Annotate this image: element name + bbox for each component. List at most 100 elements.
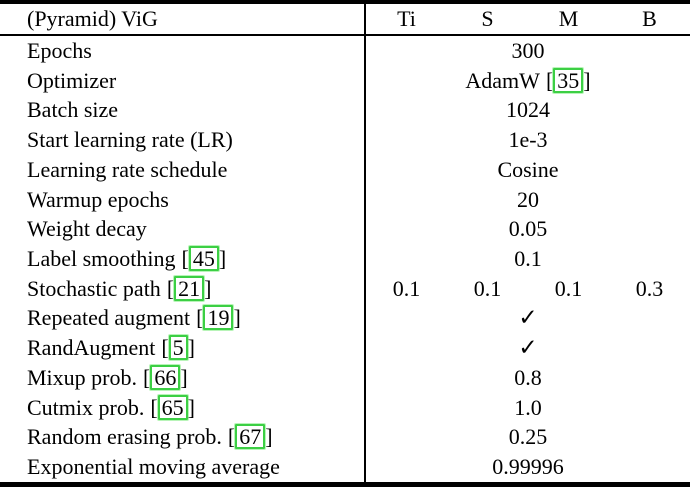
header-columns: Ti S M B [364, 4, 690, 34]
row-label: Optimizer[] [0, 66, 364, 96]
citation: [66] [143, 364, 188, 390]
top-rule [0, 0, 690, 4]
row-values: 300[] [364, 36, 690, 66]
row-label-text: Start learning rate (LR) [27, 127, 233, 153]
row-values: 1.0[] [364, 392, 690, 423]
bracket-close-icon: ] [218, 246, 227, 272]
column-header-ti: Ti [397, 6, 416, 31]
row-value-text: 1e-3 [508, 127, 548, 153]
citation: [67] [228, 424, 273, 450]
bracket-open-icon: [ [150, 394, 158, 420]
row-value-text: AdamW [465, 67, 540, 93]
row-label: Epochs[] [0, 36, 364, 66]
bracket-open-icon: [ [545, 67, 554, 93]
row-label-text: Learning rate schedule [27, 156, 228, 182]
citation-link[interactable]: 45 [188, 246, 219, 272]
row-label-text: Label smoothing [27, 246, 176, 272]
row-value: 300[] [366, 36, 690, 66]
row-values: 1e-3[] [364, 125, 690, 155]
bracket-close-icon: ] [583, 67, 591, 93]
row-value: [] [366, 274, 690, 304]
bracket-open-icon: [ [196, 305, 204, 331]
row-value-text: 300 [511, 38, 545, 63]
row-label: Stochastic path[21] [0, 274, 364, 304]
citation-link[interactable]: 67 [235, 424, 266, 450]
table-row: Repeated augment[19] ✓ [] [0, 303, 690, 334]
row-values: AdamW[35] [364, 65, 690, 96]
row-value-text: 1024 [506, 97, 550, 123]
citation: [65] [150, 394, 195, 420]
row-label-text: Random erasing prob. [27, 424, 222, 450]
row-label: RandAugment[5] [0, 333, 364, 363]
row-values: 0.1[] [364, 244, 690, 274]
table-row: Epochs[] 300[] [0, 36, 690, 66]
bracket-open-icon: [ [181, 246, 189, 272]
row-label-text: Cutmix prob. [27, 394, 145, 420]
row-label: Random erasing prob.[67] [0, 422, 364, 452]
value-col-ti: 0.1 [392, 275, 421, 301]
citation-link[interactable]: 65 [157, 394, 188, 420]
row-value: Cosine[] [366, 155, 690, 185]
citation-link[interactable]: 35 [553, 67, 584, 93]
row-values: Cosine[] [364, 154, 690, 185]
row-values: 0.25[] [364, 422, 690, 453]
table-row: Batch size[] 1024[] [0, 95, 690, 126]
citation: [19] [196, 305, 241, 331]
row-label-text: Repeated augment [27, 305, 191, 331]
checkmark-icon: ✓ [518, 335, 538, 361]
row-value: 20[] [366, 185, 690, 215]
row-value-text: 0.8 [514, 364, 542, 390]
citation-link[interactable]: 66 [150, 364, 181, 390]
row-label: Batch size[] [0, 95, 364, 125]
row-value: 0.1[] [366, 244, 690, 274]
table-row: Learning rate schedule[] Cosine[] [0, 154, 690, 185]
row-value-text: 20 [517, 186, 539, 212]
table-row: Optimizer[] AdamW[35] [0, 65, 690, 96]
bracket-close-icon: ] [233, 305, 241, 331]
table-row: Exponential moving average[] 0.99996[] [0, 452, 690, 482]
bracket-close-icon: ] [187, 394, 195, 420]
citation-link[interactable]: 21 [174, 275, 205, 301]
row-label: Weight decay[] [0, 214, 364, 244]
row-value: 1.0[] [366, 393, 690, 423]
row-label-text: Weight decay [27, 216, 147, 242]
column-header-b: B [642, 6, 657, 31]
value-col-s: 0.1 [473, 275, 502, 301]
row-values: 0.99996[] [364, 452, 690, 482]
table-title: (Pyramid) ViG [27, 6, 158, 31]
row-value-text: 0.1 [514, 246, 542, 272]
row-value: 1024[] [366, 95, 690, 125]
checkmark-icon: ✓ [518, 305, 538, 331]
row-value: 1e-3[] [366, 125, 690, 155]
table-row: Start learning rate (LR)[] 1e-3[] [0, 125, 690, 155]
row-values: 0.05[] [364, 214, 690, 245]
table-row: RandAugment[5] ✓[] [0, 333, 690, 363]
row-value-text: 1.0 [514, 394, 542, 420]
value-col-m: 0.1 [554, 275, 583, 301]
row-label: Start learning rate (LR)[] [0, 125, 364, 155]
bracket-close-icon: ] [180, 364, 188, 390]
bracket-close-icon: ] [187, 335, 195, 361]
bracket-open-icon: [ [143, 364, 151, 390]
row-label-text: Mixup prob. [27, 364, 137, 390]
row-value: AdamW[35] [366, 66, 690, 96]
row-label: Label smoothing[45] [0, 244, 364, 274]
citation: [35] [545, 67, 591, 93]
row-label-text: RandAugment [27, 335, 156, 361]
row-values: 20[] [364, 184, 690, 215]
row-label: Exponential moving average[] [0, 452, 364, 482]
citation-link[interactable]: 5 [168, 335, 188, 361]
table-row: Cutmix prob.[65] 1.0[] [0, 392, 690, 423]
row-values: 1024[] [364, 95, 690, 126]
row-value-text: 0.99996 [492, 454, 564, 480]
row-label-text: Batch size [27, 97, 119, 123]
bracket-close-icon: ] [204, 275, 212, 301]
row-label-text: Warmup epochs [27, 186, 169, 212]
citation: [45] [181, 246, 227, 272]
citation: [21] [167, 275, 212, 301]
row-value: 0.25[] [366, 422, 690, 452]
row-values: 0.8[] [364, 362, 690, 393]
row-label-text: Epochs [27, 38, 92, 63]
table-row: Warmup epochs[] 20[] [0, 184, 690, 215]
citation-link[interactable]: 19 [203, 305, 234, 331]
